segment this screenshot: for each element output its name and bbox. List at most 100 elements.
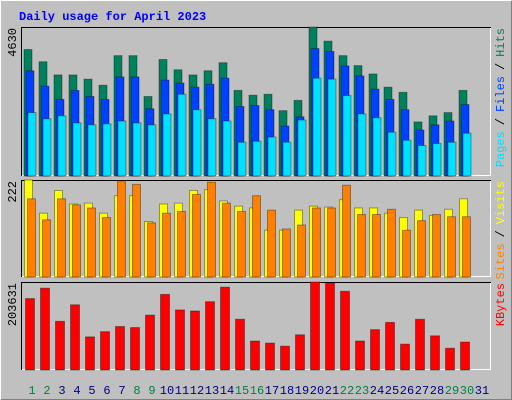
bar (85, 336, 95, 371)
bar (385, 321, 395, 371)
bar (130, 327, 140, 371)
bar (205, 301, 215, 371)
bar (282, 228, 291, 278)
x-tick-label: 13 (205, 384, 219, 398)
x-tick-label: 19 (295, 384, 309, 398)
bar (312, 77, 322, 177)
x-tick-label: 12 (190, 384, 204, 398)
bar (372, 117, 382, 177)
x-tick-label: 2 (43, 384, 50, 398)
bar (252, 195, 261, 278)
bar (147, 222, 156, 278)
y-tick-label: 203631 (6, 283, 20, 326)
bar (42, 219, 51, 278)
bar (147, 124, 157, 177)
bar (310, 281, 320, 371)
bar (340, 290, 350, 371)
x-tick-label: 10 (160, 384, 174, 398)
legend-separator: / (494, 118, 508, 125)
bar (415, 318, 425, 371)
bar (327, 78, 337, 177)
bar (430, 335, 440, 371)
y-tick-label: 4630 (6, 28, 20, 57)
x-tick-label: 24 (370, 384, 384, 398)
bar (162, 212, 171, 278)
x-tick-label: 14 (220, 384, 234, 398)
x-tick-label: 11 (175, 384, 189, 398)
bar (162, 113, 172, 177)
bar (132, 122, 142, 177)
bar (175, 309, 185, 371)
x-tick-label: 1 (28, 384, 35, 398)
legend: Sites / Visits (494, 181, 508, 279)
bar (102, 123, 112, 177)
bar (445, 347, 455, 371)
legend-entry: Sites (494, 243, 508, 279)
bar (87, 207, 96, 278)
bar (190, 310, 200, 371)
bar (402, 139, 412, 177)
bar (192, 109, 202, 177)
bar (447, 141, 457, 177)
bar (342, 184, 351, 278)
bar (70, 304, 80, 371)
panel-bevel-dark (21, 27, 491, 176)
x-tick-label: 18 (280, 384, 294, 398)
legend: Pages / Files / Hits (494, 28, 508, 167)
bar (357, 214, 366, 278)
bar (40, 287, 50, 371)
x-tick-label: 28 (430, 384, 444, 398)
bar (177, 210, 186, 278)
bar (327, 207, 336, 278)
bar (72, 122, 82, 177)
legend-entry: Hits (494, 28, 508, 57)
legend-entry: Pages (494, 131, 508, 167)
legend-entry: KBytes (494, 283, 508, 326)
bar (400, 343, 410, 371)
bar (355, 340, 365, 371)
x-tick-label: 20 (310, 384, 324, 398)
bar (207, 118, 217, 177)
bar (222, 202, 231, 278)
bar (462, 216, 471, 278)
bar (297, 119, 307, 177)
x-tick-label: 3 (58, 384, 65, 398)
bar (25, 298, 35, 371)
x-tick-label: 27 (415, 384, 429, 398)
bar (27, 112, 37, 177)
bar (387, 131, 397, 177)
bar (357, 113, 367, 177)
bar (72, 204, 81, 278)
legend-entry: Visits (494, 181, 508, 224)
bar (417, 144, 427, 177)
bar (145, 314, 155, 371)
x-tick-label: 23 (355, 384, 369, 398)
bar (432, 214, 441, 278)
panel-bevel-dark (21, 180, 491, 277)
legend-entry: Files (494, 76, 508, 112)
x-tick-label: 17 (265, 384, 279, 398)
x-tick-label: 7 (118, 384, 125, 398)
bar (207, 181, 216, 278)
bar (222, 120, 232, 177)
bar (387, 208, 396, 278)
x-tick-label: 22 (340, 384, 354, 398)
x-tick-label: 5 (88, 384, 95, 398)
bar (370, 329, 380, 371)
bar (235, 318, 245, 371)
x-tick-label: 31 (475, 384, 489, 398)
bar (237, 210, 246, 278)
x-tick-label: 30 (460, 384, 474, 398)
bar (57, 115, 67, 177)
bar (220, 286, 230, 371)
bar (42, 118, 52, 177)
x-tick-label: 15 (235, 384, 249, 398)
bar (192, 193, 201, 278)
panel-bevel-dark (21, 282, 491, 370)
bar (282, 141, 292, 177)
bar (265, 342, 275, 371)
x-tick-label: 16 (250, 384, 264, 398)
bar (325, 282, 335, 371)
bar (250, 340, 260, 371)
